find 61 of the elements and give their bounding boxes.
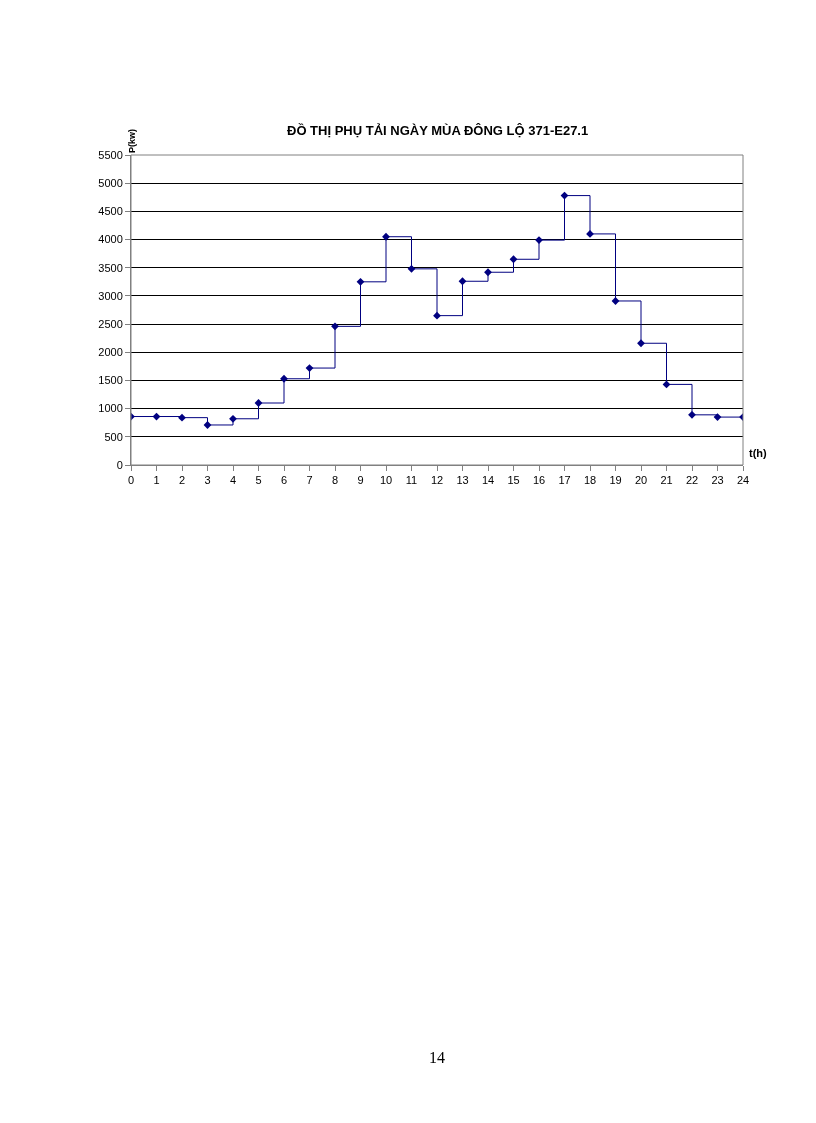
- point: [305, 364, 314, 372]
- point: [254, 399, 263, 407]
- x-tick-label: 4: [229, 474, 237, 487]
- y-tick-label: 5500: [98, 148, 123, 161]
- x-tick-label: 15: [507, 474, 520, 487]
- text: 14: [429, 1049, 445, 1066]
- point: [484, 268, 492, 277]
- x-tick-label: 7: [306, 474, 313, 487]
- y-tick-label: 5000: [98, 177, 123, 190]
- x-tick-label: 24: [736, 474, 750, 487]
- point: [178, 413, 186, 422]
- x-tick-label: 20: [634, 474, 648, 487]
- x-tick-label: 16: [532, 474, 546, 487]
- x-tick-label: 11: [405, 474, 418, 487]
- point: [229, 414, 237, 423]
- x-tick-label: 5: [255, 474, 262, 487]
- x-tick-label: 3: [204, 474, 211, 487]
- x-tick-label: 21: [660, 474, 673, 487]
- x-tick-label: 0: [127, 474, 135, 487]
- x-tick-label: 1: [153, 474, 160, 487]
- y-tick-label: 0: [116, 458, 123, 471]
- y-tick-label: 2000: [98, 346, 123, 359]
- x-tick-label: 10: [379, 474, 393, 487]
- x-axis-title: t(h): [749, 447, 768, 459]
- point: [433, 311, 441, 320]
- x-tick-label: 8: [331, 474, 339, 487]
- point: [535, 236, 543, 245]
- point: [407, 264, 416, 273]
- y-axis-title: P(kw): [127, 128, 137, 153]
- x-tick-label: 22: [685, 474, 699, 487]
- y-tick-label: 1500: [98, 374, 123, 387]
- point: [688, 410, 696, 419]
- y-tick-label: 3500: [98, 261, 123, 274]
- x-tick-label: 18: [583, 474, 597, 487]
- point: [356, 277, 365, 286]
- x-tick-label: 9: [357, 474, 364, 487]
- y-tick-label: 1000: [98, 402, 123, 415]
- point: [637, 339, 645, 348]
- y-tick-label: 4500: [98, 205, 123, 218]
- x-tick-label: 13: [456, 474, 469, 487]
- x-tick-label: 17: [558, 474, 571, 487]
- point: [458, 277, 467, 286]
- y-tick-label: 3000: [98, 289, 123, 302]
- point: [713, 413, 722, 421]
- point: [662, 380, 671, 389]
- x-tick-label: 12: [430, 474, 444, 487]
- point: [280, 374, 288, 383]
- x-tick-label: 2: [178, 474, 186, 487]
- point: [331, 322, 339, 331]
- x-tick-label: 19: [609, 474, 622, 487]
- point: [382, 232, 390, 241]
- chart-title: ĐỒ THỊ PHỤ TẢI NGÀY MÙA ĐÔNG LỘ 371-E27.1: [287, 123, 589, 138]
- x-tick-label: 14: [481, 474, 495, 487]
- point: [611, 297, 620, 305]
- y-tick-label: 4000: [98, 233, 123, 246]
- y-tick-label: 2500: [98, 317, 123, 330]
- point: [509, 255, 518, 264]
- x-tick-label: 6: [280, 474, 288, 487]
- point: [203, 421, 212, 429]
- y-tick-label: 500: [104, 430, 123, 443]
- x-tick-label: 23: [711, 474, 724, 487]
